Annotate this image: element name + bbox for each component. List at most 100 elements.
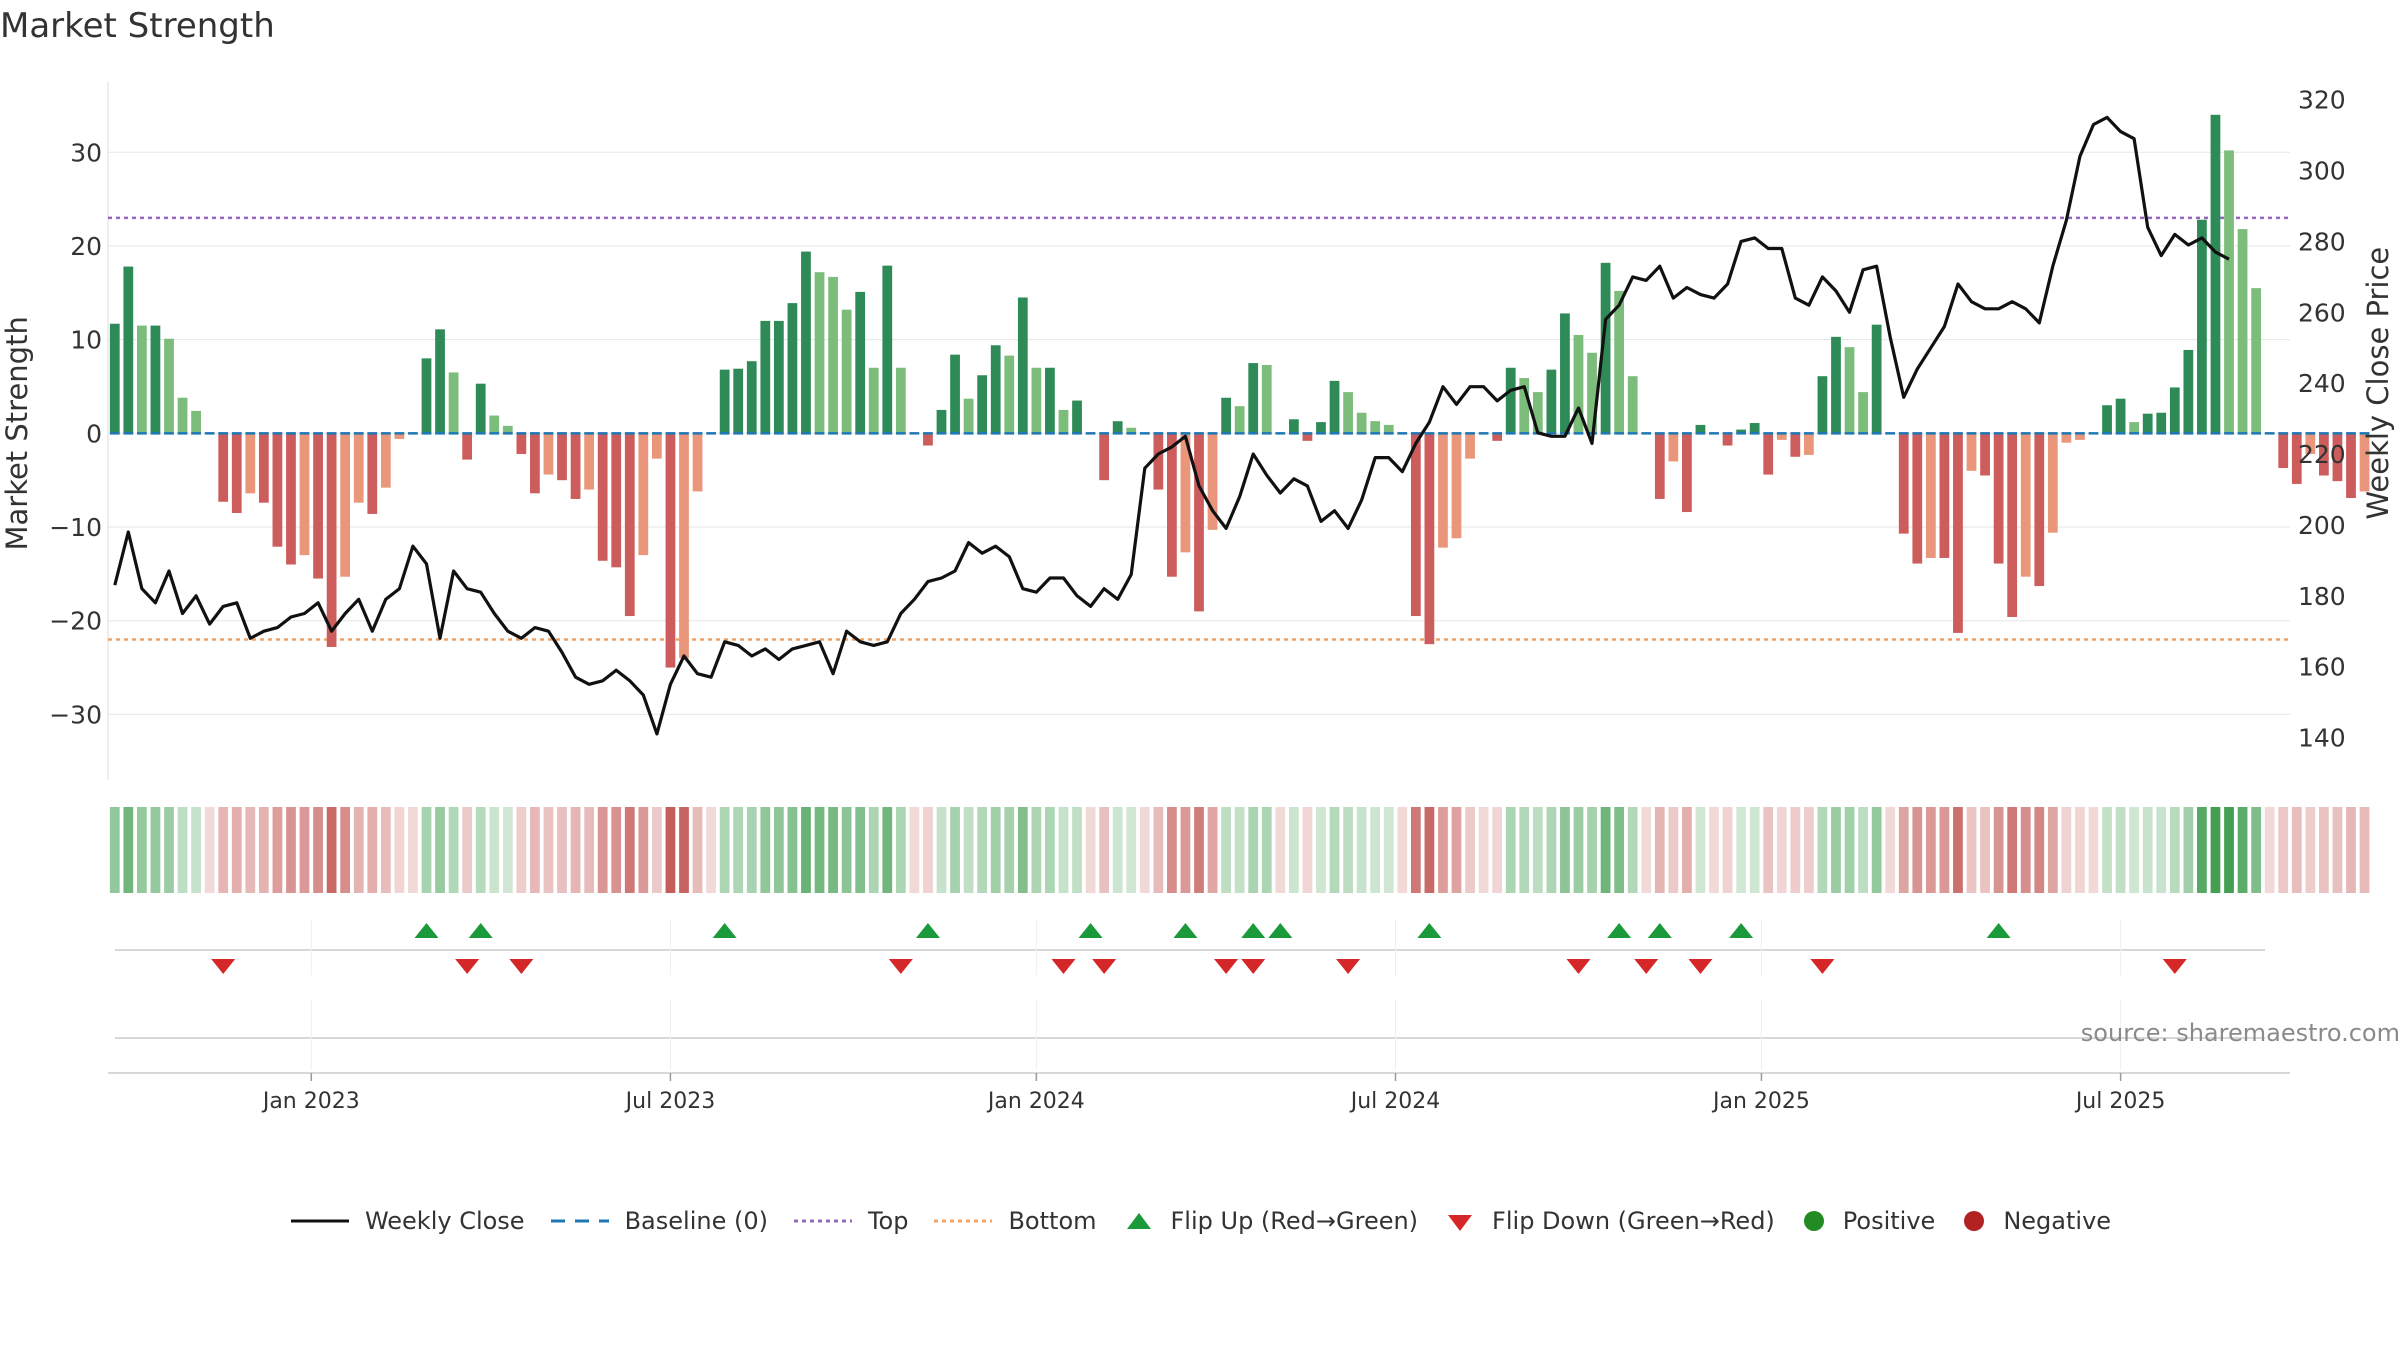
legend-item-flip-down[interactable]: Flip Down (Green→Red) <box>1442 1207 1775 1235</box>
tick-labels: 30 20 10 0 −10 −20 −30 320 300 280 260 240 220 200 180… <box>0 86 2395 753</box>
heat-cell <box>2034 807 2045 893</box>
strength-bar <box>1167 433 1177 577</box>
heat-cell <box>123 807 134 893</box>
strength-bar <box>530 433 540 494</box>
heat-cell <box>1194 807 1204 893</box>
reference-lines <box>108 216 2290 641</box>
heat-cell <box>1343 807 1353 893</box>
heat-cell <box>475 807 486 893</box>
heat-cell <box>1844 807 1855 893</box>
heat-cell <box>1966 807 1977 893</box>
heat-cell <box>1668 807 1679 893</box>
flip-up-marker <box>712 923 737 938</box>
strength-bar <box>1898 433 1909 534</box>
strength-bar <box>882 265 893 434</box>
heat-cell <box>801 807 811 893</box>
strength-bar <box>380 433 391 488</box>
strength-bar <box>1424 433 1435 645</box>
strength-bar <box>1925 433 1936 558</box>
heat-cell <box>2020 807 2031 893</box>
strength-bar <box>1505 367 1516 434</box>
strength-bar <box>1153 433 1164 490</box>
y2-tick-label: 240 <box>2298 369 2346 398</box>
heat-cell <box>164 807 174 893</box>
heat-cell <box>1560 807 1570 893</box>
strength-bar <box>1316 422 1326 434</box>
line-swatch-icon <box>290 1219 349 1223</box>
heat-cell <box>638 807 649 893</box>
heat-cell <box>1329 807 1340 893</box>
legend-item-top[interactable]: Top <box>792 1207 908 1235</box>
heat-cell <box>2129 807 2140 893</box>
strength-bar <box>1410 433 1421 617</box>
strength-bar <box>652 433 662 459</box>
y-axis-title: Market Strength <box>0 316 34 550</box>
heat-cell <box>2278 807 2289 893</box>
heat-cell <box>895 807 906 893</box>
x-tick-label: Jul 2025 <box>2074 1089 2166 1114</box>
heat-cell <box>787 807 798 893</box>
strength-bar <box>2210 114 2221 434</box>
strength-bar <box>123 266 134 434</box>
strength-bar <box>1017 297 1028 434</box>
strength-bar <box>868 367 879 434</box>
heat-cell <box>868 807 879 893</box>
heat-cell <box>1587 807 1597 893</box>
legend-item-flip-up[interactable]: Flip Up (Red→Green) <box>1121 1207 1418 1235</box>
strength-bar <box>2061 433 2072 443</box>
y2-tick-label: 260 <box>2298 298 2346 327</box>
heat-cell <box>1817 807 1828 893</box>
strength-bar <box>773 320 784 434</box>
heat-cell <box>1736 807 1746 893</box>
heat-cell <box>841 807 852 893</box>
heat-cell <box>2075 807 2085 893</box>
flip-down-marker <box>1051 959 1076 974</box>
heat-cell <box>665 807 676 893</box>
flip-down-marker <box>1810 959 1835 974</box>
heat-cell <box>746 807 757 893</box>
strength-bar <box>624 433 635 617</box>
heat-cell <box>530 807 540 893</box>
strength-bar <box>109 323 120 434</box>
strength-bar <box>502 425 513 434</box>
strength-bar <box>1126 427 1137 434</box>
heat-cell <box>1221 807 1231 893</box>
strength-bar <box>1966 433 1977 471</box>
source-credit: source: sharemaestro.com <box>2080 1019 2400 1047</box>
heat-cell <box>1980 807 1990 893</box>
heat-cell <box>1126 807 1137 893</box>
legend-item-negative[interactable]: Negative <box>1959 1207 2111 1235</box>
heat-cell <box>597 807 608 893</box>
heat-cell <box>1153 807 1164 893</box>
strength-bar <box>2129 422 2140 434</box>
strength-bar <box>272 433 283 547</box>
legend-item-weekly-close[interactable]: Weekly Close <box>289 1207 525 1235</box>
heat-cell <box>2088 807 2099 893</box>
strength-bar <box>801 251 811 434</box>
triangle-up-icon <box>1126 1213 1151 1229</box>
heat-cell <box>204 807 215 893</box>
strength-bar <box>1817 376 1828 434</box>
strength-bar <box>855 291 866 434</box>
green-dot-icon <box>1803 1211 1824 1231</box>
strength-bar <box>1993 433 2004 564</box>
legend-item-positive[interactable]: Positive <box>1799 1207 1935 1235</box>
flip-down-marker <box>455 959 480 974</box>
heat-cell <box>1099 807 1110 893</box>
flip-up-marker <box>1647 923 1672 938</box>
heat-cell <box>462 807 473 893</box>
y2-tick-label: 220 <box>2298 440 2346 469</box>
heat-cell <box>367 807 378 893</box>
strength-bar <box>895 367 906 434</box>
heat-cell <box>1397 807 1408 893</box>
heat-cell <box>2305 807 2316 893</box>
heat-cell <box>719 807 730 893</box>
strength-bar <box>1790 433 1801 457</box>
legend-item-baseline[interactable]: Baseline (0) <box>549 1207 768 1235</box>
heat-cell <box>2183 807 2194 893</box>
heat-cell <box>2264 807 2275 893</box>
strength-bar <box>1180 433 1191 553</box>
flip-up-marker <box>1607 923 1632 938</box>
legend-item-bottom[interactable]: Bottom <box>932 1207 1097 1235</box>
strength-bar <box>2115 398 2126 434</box>
